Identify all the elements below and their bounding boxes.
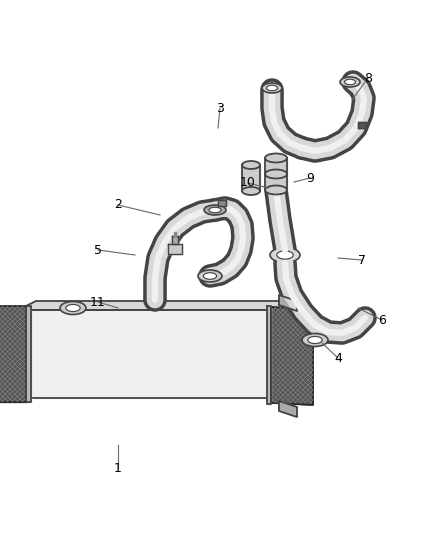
Polygon shape bbox=[267, 306, 271, 404]
Ellipse shape bbox=[277, 251, 293, 259]
Text: 4: 4 bbox=[334, 351, 342, 365]
Ellipse shape bbox=[345, 79, 356, 85]
Text: 8: 8 bbox=[364, 71, 372, 85]
Ellipse shape bbox=[265, 154, 287, 163]
Polygon shape bbox=[242, 165, 260, 191]
Polygon shape bbox=[279, 401, 297, 417]
Ellipse shape bbox=[270, 247, 300, 262]
Ellipse shape bbox=[265, 185, 287, 195]
Ellipse shape bbox=[198, 270, 222, 282]
Ellipse shape bbox=[60, 302, 86, 314]
Text: 3: 3 bbox=[216, 101, 224, 115]
Ellipse shape bbox=[308, 336, 322, 344]
Ellipse shape bbox=[340, 77, 360, 87]
Ellipse shape bbox=[266, 85, 278, 91]
Polygon shape bbox=[168, 244, 182, 254]
Polygon shape bbox=[279, 295, 297, 311]
Text: 2: 2 bbox=[114, 198, 122, 212]
Text: 6: 6 bbox=[378, 313, 386, 327]
Text: 10: 10 bbox=[240, 176, 256, 190]
Ellipse shape bbox=[204, 205, 226, 215]
Polygon shape bbox=[358, 122, 366, 128]
Ellipse shape bbox=[209, 207, 221, 213]
Text: 9: 9 bbox=[306, 172, 314, 184]
Polygon shape bbox=[174, 232, 176, 236]
Text: 11: 11 bbox=[90, 295, 106, 309]
Ellipse shape bbox=[242, 161, 260, 169]
Text: 1: 1 bbox=[114, 462, 122, 474]
Ellipse shape bbox=[66, 304, 80, 312]
Ellipse shape bbox=[242, 187, 260, 195]
Polygon shape bbox=[18, 301, 294, 310]
Polygon shape bbox=[0, 306, 26, 402]
Text: 7: 7 bbox=[358, 254, 366, 266]
Ellipse shape bbox=[302, 334, 328, 346]
Polygon shape bbox=[18, 310, 276, 398]
Polygon shape bbox=[218, 200, 226, 206]
Polygon shape bbox=[26, 306, 31, 402]
Polygon shape bbox=[271, 307, 313, 405]
Polygon shape bbox=[265, 158, 287, 190]
Polygon shape bbox=[172, 236, 178, 244]
Polygon shape bbox=[276, 301, 294, 398]
Ellipse shape bbox=[203, 273, 217, 279]
Ellipse shape bbox=[262, 83, 282, 93]
Text: 5: 5 bbox=[94, 244, 102, 256]
